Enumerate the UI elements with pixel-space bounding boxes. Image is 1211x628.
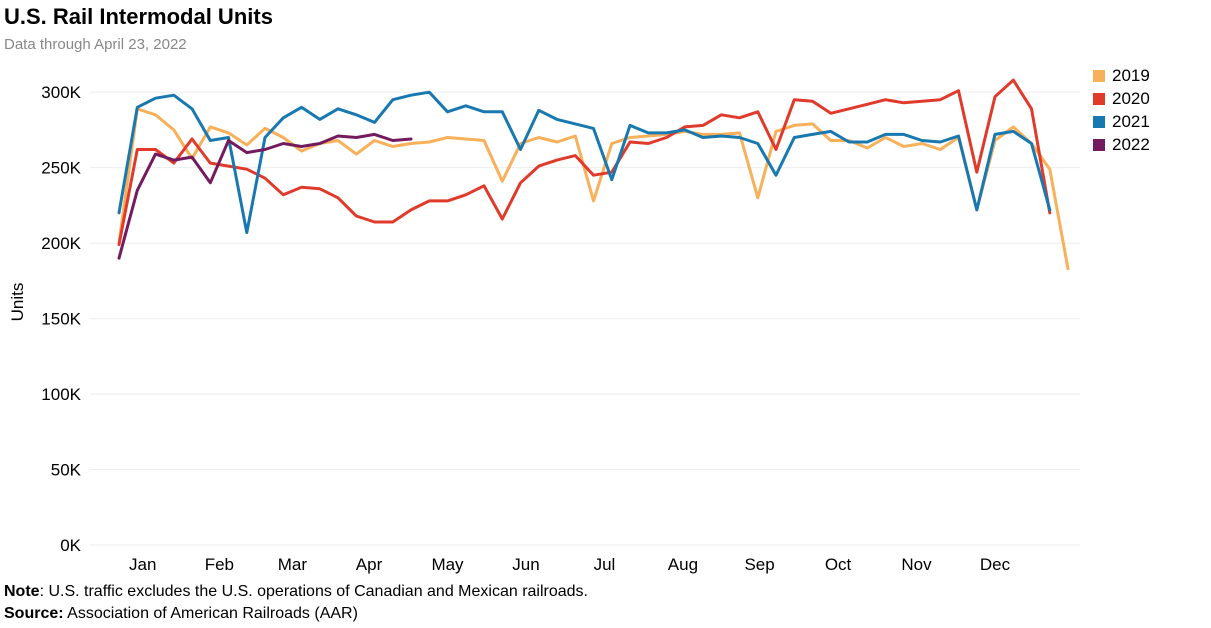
chart-subtitle: Data through April 23, 2022 <box>4 36 187 53</box>
legend-item-2020: 2020 <box>1093 87 1150 110</box>
x-tick-label: Sep <box>744 555 774 574</box>
legend-item-2021: 2021 <box>1093 110 1150 133</box>
y-tick-label: 150K <box>41 310 81 329</box>
y-tick-label: 0K <box>60 536 81 555</box>
legend-label: 2021 <box>1112 111 1150 131</box>
series-line-2019 <box>117 107 1070 271</box>
x-tick-label: Feb <box>205 555 234 574</box>
y-axis-ticks: 0K 50K 100K 150K 200K 250K 300K <box>41 83 81 555</box>
x-axis-ticks: Jan Feb Mar Apr May Jun Jul Aug Sep Oct Nov Dec <box>129 555 1011 574</box>
y-tick-label: 100K <box>41 385 81 404</box>
x-tick-label: Jul <box>594 555 616 574</box>
chart-title: U.S. Rail Intermodal Units <box>4 4 273 29</box>
legend: 2019 2020 2021 2022 <box>1093 64 1150 156</box>
x-tick-label: May <box>431 555 464 574</box>
note-label: Note <box>4 583 40 600</box>
x-tick-label: Oct <box>825 555 852 574</box>
legend-label: 2020 <box>1112 88 1150 108</box>
legend-swatch <box>1093 115 1105 128</box>
y-axis-label: Units <box>8 283 27 322</box>
source: Source: Association of American Railroad… <box>4 605 358 623</box>
x-tick-label: Dec <box>980 555 1011 574</box>
legend-swatch <box>1093 92 1105 105</box>
legend-label: 2022 <box>1112 134 1150 154</box>
legend-item-2019: 2019 <box>1093 64 1150 87</box>
y-tick-label: 50K <box>51 461 82 480</box>
x-tick-label: Jan <box>129 555 156 574</box>
x-tick-label: Mar <box>278 555 308 574</box>
x-tick-label: Nov <box>901 555 932 574</box>
grid-lines <box>90 91 1080 546</box>
source-text: Association of American Railroads (AAR) <box>63 605 358 622</box>
source-label: Source: <box>4 605 64 622</box>
y-tick-label: 250K <box>41 159 81 178</box>
series-line-2022 <box>117 132 413 260</box>
legend-item-2022: 2022 <box>1093 133 1150 156</box>
legend-label: 2019 <box>1112 65 1150 85</box>
x-tick-label: Aug <box>668 555 698 574</box>
x-tick-label: Jun <box>512 555 539 574</box>
series-line-2020 <box>117 78 1052 247</box>
legend-swatch <box>1093 138 1105 151</box>
y-tick-label: 200K <box>41 234 81 253</box>
legend-swatch <box>1093 69 1105 82</box>
y-tick-label: 300K <box>41 83 81 102</box>
series-line-2021 <box>117 90 1052 235</box>
x-tick-label: Apr <box>356 555 383 574</box>
note-text: : U.S. traffic excludes the U.S. operati… <box>39 583 588 600</box>
series-lines <box>117 78 1070 271</box>
note: Note: U.S. traffic excludes the U.S. ope… <box>4 583 588 601</box>
